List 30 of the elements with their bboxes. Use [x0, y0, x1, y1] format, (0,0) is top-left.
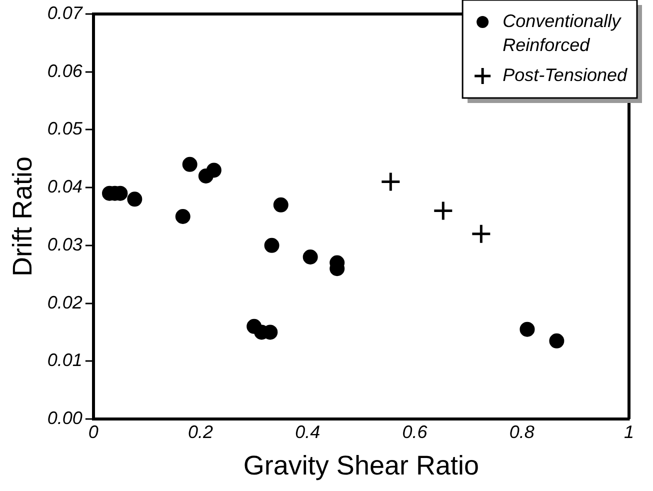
x-tick-label: 0.2 [188, 422, 214, 442]
point [127, 192, 142, 207]
y-tick-label: 0.05 [47, 118, 84, 139]
y-tick-label: 0.02 [47, 292, 82, 312]
point [380, 172, 401, 192]
point [549, 333, 564, 348]
y-tick-label: 0.04 [47, 176, 82, 197]
x-tick-label: 0.8 [509, 422, 534, 442]
point [175, 209, 190, 224]
point [432, 200, 454, 221]
legend-label: Post-Tensioned [502, 65, 628, 85]
x-axis-title: Gravity Shear Ratio [243, 450, 480, 480]
point [264, 238, 280, 253]
x-tick-label: 0.4 [295, 422, 320, 442]
point [302, 250, 318, 264]
x-tick-label: 1 [624, 422, 634, 442]
y-tick-label: 0.06 [47, 60, 84, 81]
point [273, 197, 288, 212]
y-axis-title: Drift Ratio [8, 156, 38, 277]
point [206, 162, 222, 178]
point [470, 224, 492, 244]
legend-label: Conventionally Reinforced [502, 11, 622, 55]
y-tick-label: 0.01 [47, 350, 82, 370]
y-tick-label: 0.00 [47, 408, 82, 428]
y-tick-label: 0.07 [47, 3, 84, 23]
y-tick-label: 0.03 [47, 234, 82, 254]
point [520, 322, 535, 337]
x-tick-label: 0.6 [402, 422, 428, 442]
x-tick-label: 0 [88, 422, 98, 442]
point [182, 156, 198, 172]
